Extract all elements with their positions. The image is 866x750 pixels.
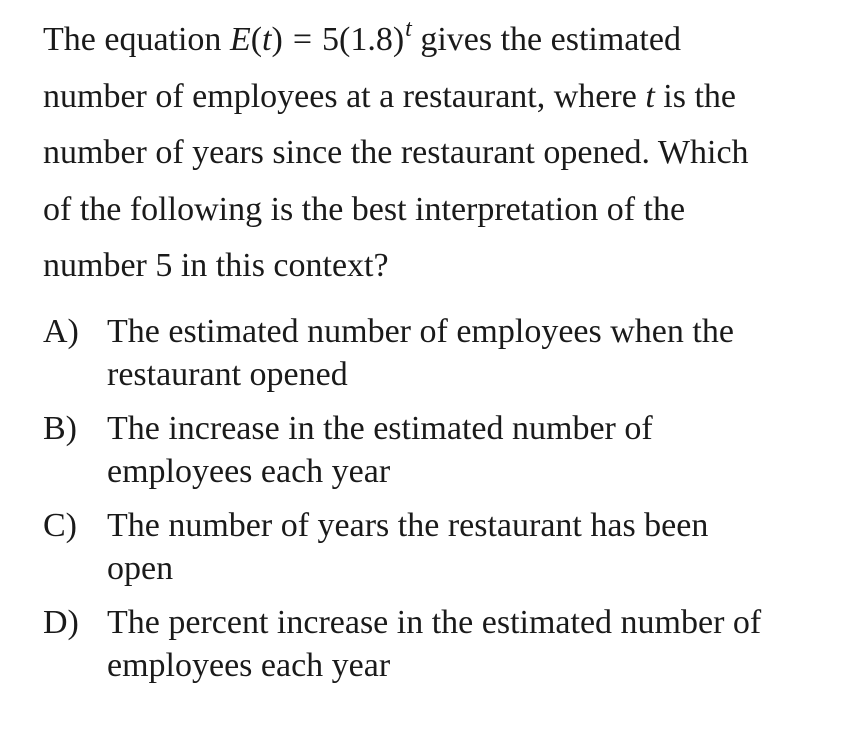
equation-exponent: t — [405, 16, 412, 42]
choice-d[interactable]: D) The percent increase in the estimated… — [43, 601, 853, 687]
choice-letter: B) — [43, 410, 77, 447]
choice-b[interactable]: B) The increase in the estimated number … — [43, 407, 853, 493]
question-line-5: number 5 in this context? — [43, 247, 389, 284]
equation-base: 5(1.8) — [322, 21, 405, 58]
question-line-1-rest: gives the estimated — [411, 21, 681, 58]
question-line-4: of the following is the best interpretat… — [43, 190, 686, 228]
choice-text-line: open — [107, 550, 174, 587]
open-paren: ( — [250, 21, 263, 58]
choice-text: The estimated number of employees when t… — [107, 310, 734, 396]
question-prefix: The equation — [43, 21, 230, 58]
choice-text: The increase in the estimated number of … — [107, 407, 653, 493]
function-name: E — [229, 21, 251, 58]
question-line-2-start: number of employees at a restaurant, whe… — [43, 77, 646, 115]
question-line-1: The equation E(t) = 5(1.8)t gives the esti… — [43, 12, 843, 69]
choice-text-line: employees each year — [107, 647, 391, 684]
choice-letter: D) — [43, 604, 79, 641]
choice-text-line: The estimated number of employees when t… — [107, 313, 734, 350]
choice-a[interactable]: A) The estimated number of employees whe… — [43, 310, 853, 396]
choice-c[interactable]: C) The number of years the restaurant ha… — [43, 504, 853, 590]
question-stem: The equation E(t) = 5(1.8)t gives the esti… — [43, 12, 843, 295]
close-paren: ) — [271, 21, 283, 58]
choice-text-line: employees each year — [107, 453, 391, 490]
choice-text-line: restaurant opened — [107, 356, 348, 393]
choice-text: The number of years the restaurant has b… — [107, 504, 708, 590]
equals-sign: = — [292, 21, 313, 58]
choice-text: The percent increase in the estimated nu… — [107, 601, 761, 687]
question-line-2: number of employees at a restaurant, whe… — [43, 69, 843, 126]
inline-variable-t: t — [645, 77, 655, 115]
choice-letter: A) — [43, 313, 79, 350]
choice-text-line: The increase in the estimated number of — [107, 410, 653, 447]
choice-letter: C) — [43, 507, 77, 544]
question-line-2-end: is the — [654, 77, 736, 115]
function-variable: t — [262, 21, 272, 58]
choice-text-line: The number of years the restaurant has b… — [107, 507, 709, 544]
choice-text-line: The percent increase in the estimated nu… — [107, 604, 762, 641]
answer-choices: A) The estimated number of employees whe… — [43, 310, 853, 698]
question-line-3: number of years since the restaurant ope… — [43, 134, 749, 171]
